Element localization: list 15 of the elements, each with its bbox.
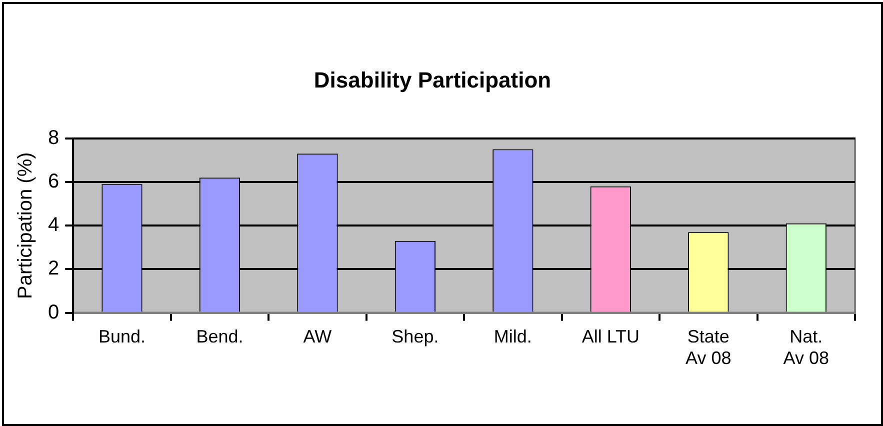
y-tick-label: 4 <box>48 214 60 236</box>
y-tick-label: 8 <box>48 126 60 149</box>
x-tick-label: Bend. <box>196 326 244 347</box>
y-tick-label: 2 <box>48 258 60 280</box>
x-tick-label: Nat. Av 08 <box>783 326 829 368</box>
y-tick-label: 6 <box>48 170 60 193</box>
y-axis-title: Participation (%) <box>14 152 37 299</box>
chart-title: Disability Participation <box>314 67 552 92</box>
x-tick-label: Shep. <box>392 326 439 347</box>
x-tick-label: All LTU <box>582 326 640 347</box>
y-tick-label: 0 <box>48 301 60 324</box>
x-tick-label: Bund. <box>98 326 146 347</box>
x-tick-label: State Av 08 <box>686 326 732 368</box>
x-tick-label: Mild. <box>494 326 532 347</box>
x-tick-label: AW <box>303 326 332 347</box>
